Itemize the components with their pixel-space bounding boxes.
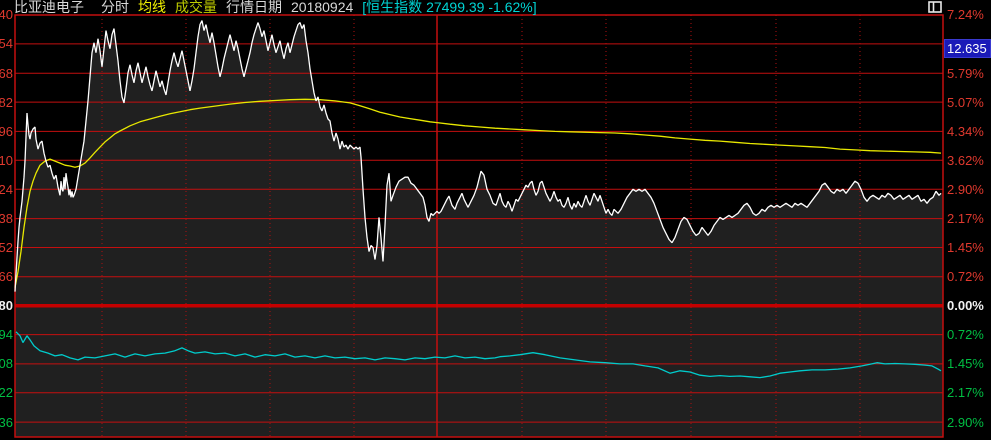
- avg_price-line: [14, 98, 942, 288]
- y-axis-percent-label: 2.17%: [947, 211, 984, 226]
- y-axis-percent-label: 0.72%: [947, 269, 984, 284]
- y-axis-percent-label: 1.45%: [947, 356, 984, 371]
- price-line: [14, 20, 942, 292]
- hang_seng_index-line: [15, 331, 942, 379]
- stock-name: 比亚迪电子: [14, 0, 84, 15]
- plot-border: [14, 14, 944, 438]
- y-axis-price-label: 11.622: [0, 385, 13, 400]
- window-icon[interactable]: [928, 1, 943, 14]
- y-axis-price-label: 12.482: [0, 95, 13, 110]
- y-axis-price-label: 11.880: [0, 298, 13, 313]
- y-axis-percent-label: 5.07%: [947, 95, 984, 110]
- hang-seng-index-ticker[interactable]: [恒生指数 27499.39 -1.62%]: [362, 0, 537, 15]
- y-axis-price-label: 11.536: [0, 415, 13, 430]
- y-axis-price-label: 11.794: [0, 327, 13, 342]
- y-axis-percent-label: 0.00%: [947, 298, 984, 313]
- y-axis-percent-label: 1.45%: [947, 240, 984, 255]
- y-axis-percent-label: 2.17%: [947, 385, 984, 400]
- y-axis-percent-label: 7.24%: [947, 7, 984, 22]
- price-area-fill: [15, 20, 943, 437]
- y-axis-percent-label: 2.90%: [947, 182, 984, 197]
- y-axis-price-label: 12.310: [0, 153, 13, 168]
- y-axis-percent-label: 2.90%: [947, 415, 984, 430]
- chart-header: 比亚迪电子 分时 均线 成交量 行情日期 20180924 [恒生指数 2749…: [14, 0, 546, 15]
- menu-item-timeshare[interactable]: 分时: [101, 0, 129, 15]
- y-axis-percent-label: 4.34%: [947, 124, 984, 139]
- y-axis-price-label: 12.224: [0, 182, 13, 197]
- y-axis-price-label: 12.568: [0, 66, 13, 81]
- menu-item-volume[interactable]: 成交量: [175, 0, 217, 15]
- menu-item-ma-line[interactable]: 均线: [138, 0, 166, 15]
- y-axis-price-label: 12.052: [0, 240, 13, 255]
- quote-date-value: 20180924: [291, 0, 354, 15]
- y-axis-percent-label: 3.62%: [947, 153, 984, 168]
- y-axis-price-label: 12.740: [0, 7, 13, 22]
- y-axis-price-label: 12.138: [0, 211, 13, 226]
- y-axis-price-label: 11.708: [0, 356, 13, 371]
- hover-price-readout: 12.635: [944, 39, 991, 58]
- y-axis-percent-label: 0.72%: [947, 327, 984, 342]
- y-axis-price-label: 12.396: [0, 124, 13, 139]
- quote-date-label: 行情日期: [226, 0, 282, 15]
- y-axis-percent-label: 5.79%: [947, 66, 984, 81]
- y-axis-price-label: 12.654: [0, 36, 13, 51]
- y-axis-price-label: 11.966: [0, 269, 13, 284]
